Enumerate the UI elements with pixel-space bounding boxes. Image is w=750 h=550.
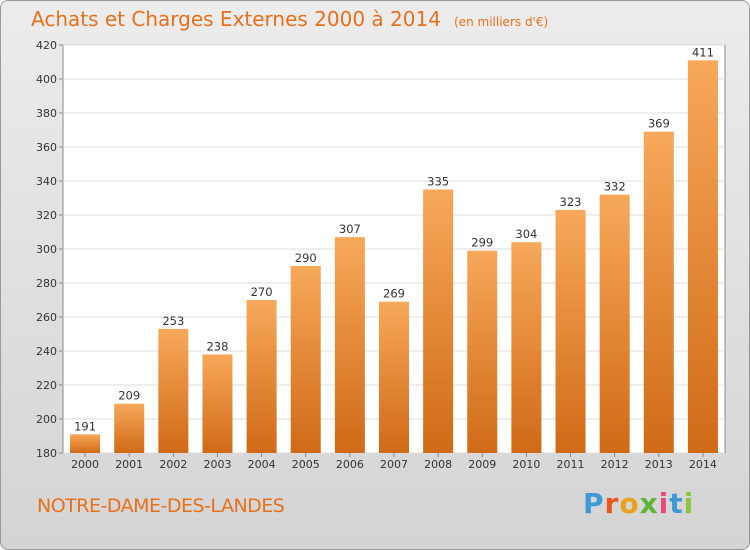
value-label: 253	[162, 314, 184, 328]
bars	[70, 60, 718, 454]
bar-2014	[687, 60, 718, 454]
logo-letter: i	[683, 487, 695, 520]
y-tick-label: 180	[36, 447, 57, 460]
logo-letter: t	[669, 487, 684, 520]
y-tick-label: 240	[36, 345, 57, 358]
value-label: 299	[471, 236, 493, 250]
logo-letter: x	[639, 487, 659, 520]
y-tick-label: 260	[36, 311, 57, 324]
bar-2006	[334, 237, 365, 453]
x-tick-label: 2013	[645, 458, 673, 471]
value-label: 238	[206, 339, 228, 353]
bar-2005	[290, 266, 321, 453]
y-axis: 180 200 220 240 260 280 300 320 340 360 380 400 420	[36, 39, 63, 460]
bar-2000	[70, 434, 101, 453]
x-tick-label: 2014	[689, 458, 717, 471]
bar-2009	[467, 250, 498, 453]
x-tick-label: 2007	[380, 458, 408, 471]
value-label: 335	[427, 175, 449, 189]
value-label: 323	[560, 195, 582, 209]
location-label: NOTRE-DAME-DES-LANDES	[37, 495, 285, 517]
bar-2007	[378, 301, 410, 453]
x-tick-label: 2002	[159, 458, 187, 471]
x-tick-label: 2003	[203, 458, 231, 471]
x-tick-label: 2000	[71, 458, 99, 471]
y-tick-label: 320	[36, 209, 57, 222]
logo-letter: i	[658, 487, 670, 520]
bar-2011	[555, 209, 586, 453]
value-label: 304	[515, 227, 537, 241]
y-tick-label: 380	[36, 107, 57, 120]
bar-2013	[643, 131, 674, 453]
x-tick-label: 2008	[424, 458, 452, 471]
logo-letter: r	[604, 487, 620, 520]
x-axis: 2000 2001 2002 2003 2004 2005 2006 2007 2008 2009…	[71, 453, 717, 471]
y-tick-label: 220	[36, 379, 57, 392]
y-tick-label: 360	[36, 141, 57, 154]
bar-2012	[599, 194, 630, 453]
x-tick-label: 2009	[468, 458, 496, 471]
value-labels: 191 209 253 238 270 290 307 269 335 299 304 323 332 3…	[74, 45, 714, 433]
bar-2001	[114, 403, 145, 453]
y-tick-label: 300	[36, 243, 57, 256]
value-label: 332	[604, 180, 626, 194]
value-label: 411	[692, 45, 714, 59]
value-label: 369	[648, 117, 670, 131]
value-label: 290	[295, 251, 317, 265]
y-tick-label: 200	[36, 413, 57, 426]
value-label: 209	[118, 389, 140, 403]
x-tick-label: 2010	[512, 458, 540, 471]
y-tick-label: 280	[36, 277, 57, 290]
x-tick-label: 2001	[115, 458, 143, 471]
logo-letter: P	[583, 487, 605, 520]
value-label: 269	[383, 287, 405, 301]
x-tick-label: 2011	[557, 458, 585, 471]
y-tick-label: 420	[36, 39, 57, 52]
bar-2002	[158, 328, 189, 453]
x-tick-label: 2012	[601, 458, 629, 471]
y-tick-label: 340	[36, 175, 57, 188]
bar-2010	[511, 242, 542, 453]
value-label: 307	[339, 222, 361, 236]
y-tick-label: 400	[36, 73, 57, 86]
title-row: Achats et Charges Externes 2000 à 2014 (…	[31, 7, 548, 31]
bar-2004	[246, 300, 277, 453]
x-tick-label: 2005	[292, 458, 320, 471]
proxiti-logo: Proxiti	[583, 487, 694, 520]
chart-subtitle: (en milliers d'€)	[454, 15, 549, 29]
logo-letter: o	[619, 487, 640, 520]
x-tick-label: 2006	[336, 458, 364, 471]
chart-title: Achats et Charges Externes 2000 à 2014	[31, 7, 441, 31]
bar-2003	[202, 354, 233, 453]
value-label: 191	[74, 419, 96, 433]
x-tick-label: 2004	[248, 458, 276, 471]
bar-2008	[423, 189, 454, 453]
value-label: 270	[251, 285, 273, 299]
